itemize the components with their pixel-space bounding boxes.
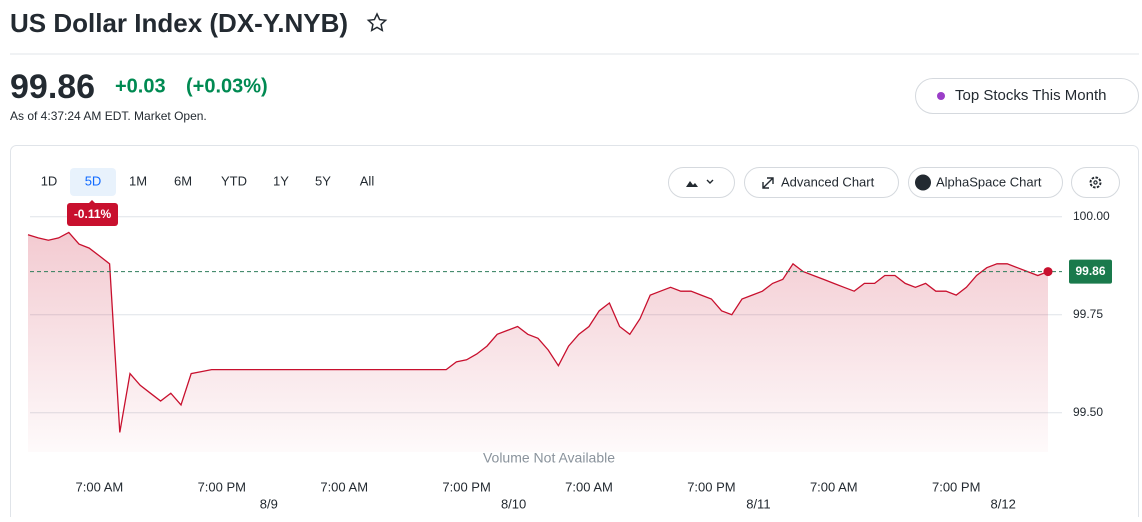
tool-label: AlphaSpace Chart <box>936 174 1042 189</box>
watchlist-star[interactable] <box>366 12 388 32</box>
active-tab <box>70 168 116 196</box>
x-tick-label: 7:00 AM <box>76 479 124 494</box>
last-point <box>1043 267 1053 277</box>
promo-icon <box>937 92 945 100</box>
x-tick-label: 7:00 AM <box>810 479 858 494</box>
volume-note: Volume Not Available <box>483 450 615 466</box>
y-tick-label: 99.50 <box>1073 405 1103 419</box>
mountain-icon <box>686 181 698 187</box>
change-badge <box>67 203 118 226</box>
x-tick-label: 7:00 AM <box>565 479 613 494</box>
range-tab[interactable]: 5D <box>85 173 102 188</box>
price-tag-label: 99.86 <box>1075 264 1105 278</box>
expand-icon <box>762 177 774 189</box>
y-tick-label: 100.00 <box>1073 209 1110 223</box>
alphaspace-icon <box>915 174 931 191</box>
range-tab[interactable]: 1Y <box>273 173 289 188</box>
range-tab[interactable]: All <box>360 173 375 188</box>
title: US Dollar Index (DX-Y.NYB) <box>10 8 348 38</box>
promo-button[interactable] <box>915 78 1139 114</box>
change-badge-label: -0.11% <box>74 207 112 221</box>
tool-label: Advanced Chart <box>781 174 875 189</box>
x-date-label: 8/12 <box>991 496 1016 511</box>
y-tick-label: 99.75 <box>1073 307 1103 321</box>
price-line <box>27 231 1049 433</box>
range-tab[interactable]: 1D <box>41 173 58 188</box>
x-tick-label: 7:00 AM <box>320 479 368 494</box>
gear-hub <box>1093 180 1098 185</box>
alphaspace-button[interactable] <box>908 167 1063 198</box>
x-tick-label: 7:00 PM <box>198 479 246 494</box>
as-of: As of 4:37:24 AM EDT. Market Open. <box>10 109 207 123</box>
range-tab[interactable]: 5Y <box>315 173 331 188</box>
range-tab[interactable]: 1M <box>129 173 147 188</box>
x-date-label: 8/10 <box>501 496 526 511</box>
range-tab[interactable]: 6M <box>174 173 192 188</box>
area <box>28 232 1048 452</box>
promo-label: Top Stocks This Month <box>955 87 1106 104</box>
range-tab[interactable]: YTD <box>221 173 247 188</box>
x-date-label: 8/9 <box>260 496 278 511</box>
x-tick-label: 7:00 PM <box>932 479 980 494</box>
caret <box>706 179 714 184</box>
price: 99.86 <box>10 68 95 106</box>
x-tick-label: 7:00 PM <box>687 479 735 494</box>
chart-type-button[interactable] <box>668 167 735 198</box>
x-tick-label: 7:00 PM <box>442 479 490 494</box>
change: +0.03 <box>115 75 166 97</box>
advanced-chart-button[interactable] <box>744 167 899 198</box>
gear-icon <box>1089 176 1102 189</box>
settings-button[interactable] <box>1071 167 1120 198</box>
x-date-label: 8/11 <box>746 496 770 511</box>
price-tag <box>1069 259 1112 284</box>
change-percent: (+0.03%) <box>186 75 268 97</box>
